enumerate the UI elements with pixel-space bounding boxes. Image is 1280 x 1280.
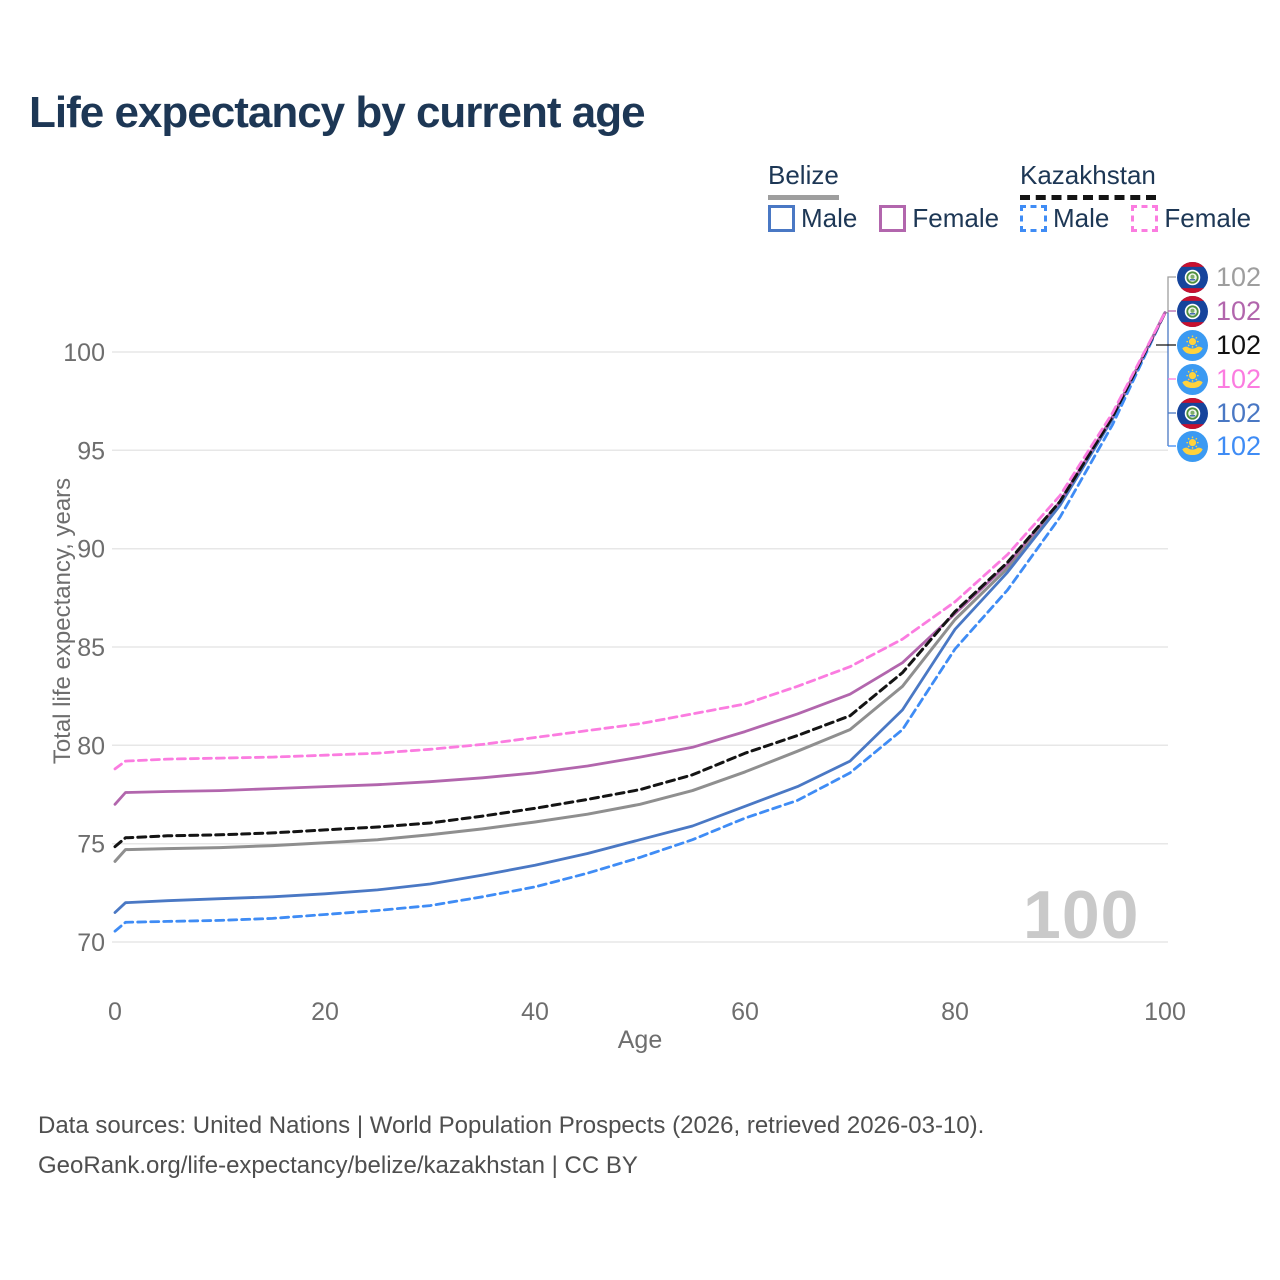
end-label-kazakhstan-2: 102 xyxy=(1177,329,1261,361)
hover-age-watermark: 100 xyxy=(1023,877,1140,953)
x-axis-title: Age xyxy=(617,1026,663,1054)
legend-item-kazakhstan-female[interactable]: Female xyxy=(1131,203,1251,234)
belize-flag-icon xyxy=(1177,261,1208,293)
y-tick-label: 100 xyxy=(63,339,105,367)
belize-male-swatch-icon xyxy=(768,205,795,232)
end-label-kazakhstan-3: 102 xyxy=(1177,363,1261,395)
kazakhstan-female-swatch-icon xyxy=(1131,205,1159,232)
y-axis-title: Total life expectancy, years xyxy=(49,477,76,765)
x-tick-label: 80 xyxy=(941,998,969,1026)
end-label-belize-4: 102 xyxy=(1177,397,1261,429)
series-line-belize-male[interactable] xyxy=(113,311,1167,914)
kazakhstan-male-swatch-icon xyxy=(1020,205,1047,232)
series-line-kazakhstan-male[interactable] xyxy=(113,311,1167,933)
x-tick-label: 40 xyxy=(521,998,549,1026)
kazakhstan-flag-icon xyxy=(1177,329,1208,361)
y-tick-label: 75 xyxy=(77,831,105,859)
legend-items-kazakhstan: Male Female xyxy=(1020,203,1251,234)
series-line-kazakhstan-female[interactable] xyxy=(113,311,1167,771)
x-tick-label: 20 xyxy=(311,998,339,1026)
x-tick-label: 100 xyxy=(1144,998,1186,1026)
end-label-value: 102 xyxy=(1216,329,1262,360)
page-title: Life expectancy by current age xyxy=(29,88,646,137)
end-label-value: 102 xyxy=(1216,261,1262,292)
y-tick-label: 80 xyxy=(77,732,105,760)
legend-group-kazakhstan[interactable]: Kazakhstan xyxy=(1020,160,1156,200)
end-label-value: 102 xyxy=(1216,295,1262,326)
footer: Data sources: United Nations | World Pop… xyxy=(38,1106,984,1186)
legend-label: Female xyxy=(1164,203,1252,233)
end-label-value: 102 xyxy=(1216,430,1262,461)
y-tick-label: 70 xyxy=(77,929,105,957)
y-tick-label: 85 xyxy=(77,634,105,662)
end-label-belize-0: 102 xyxy=(1177,261,1261,293)
kazakhstan-flag-icon xyxy=(1177,363,1208,395)
legend-label: Female xyxy=(912,203,1000,233)
footer-sources: Data sources: United Nations | World Pop… xyxy=(38,1112,985,1139)
legend-label: Male xyxy=(801,203,858,233)
legend-group-kazakhstan-label: Kazakhstan xyxy=(1020,160,1156,190)
label-connector xyxy=(1165,276,1176,314)
series-line-belize-female[interactable] xyxy=(113,311,1167,806)
legend-group-belize-label: Belize xyxy=(768,160,839,190)
series-line-belize-both[interactable] xyxy=(113,311,1167,863)
legend-item-belize-female[interactable]: Female xyxy=(879,203,999,234)
legend-group-belize[interactable]: Belize xyxy=(768,160,839,200)
y-tick-label: 95 xyxy=(77,437,105,465)
x-tick-label: 0 xyxy=(108,998,122,1026)
legend-label: Male xyxy=(1053,203,1110,233)
legend-item-kazakhstan-male[interactable]: Male xyxy=(1020,203,1109,234)
y-tick-label: 90 xyxy=(77,536,105,564)
legend-item-belize-male[interactable]: Male xyxy=(768,203,857,234)
end-label-value: 102 xyxy=(1216,363,1262,394)
end-label-value: 102 xyxy=(1216,397,1262,428)
belize-flag-icon xyxy=(1177,295,1208,327)
kazakhstan-flag-icon xyxy=(1177,430,1208,462)
end-label-kazakhstan-5: 102 xyxy=(1177,430,1261,462)
series-line-kazakhstan-both[interactable] xyxy=(113,311,1167,849)
end-label-belize-1: 102 xyxy=(1177,295,1261,327)
x-tick-label: 60 xyxy=(731,998,759,1026)
legend-items-belize: Male Female xyxy=(768,203,999,234)
footer-link: GeoRank.org/life-expectancy/belize/kazak… xyxy=(38,1152,638,1179)
belize-flag-icon xyxy=(1177,397,1208,429)
belize-female-swatch-icon xyxy=(879,205,907,232)
